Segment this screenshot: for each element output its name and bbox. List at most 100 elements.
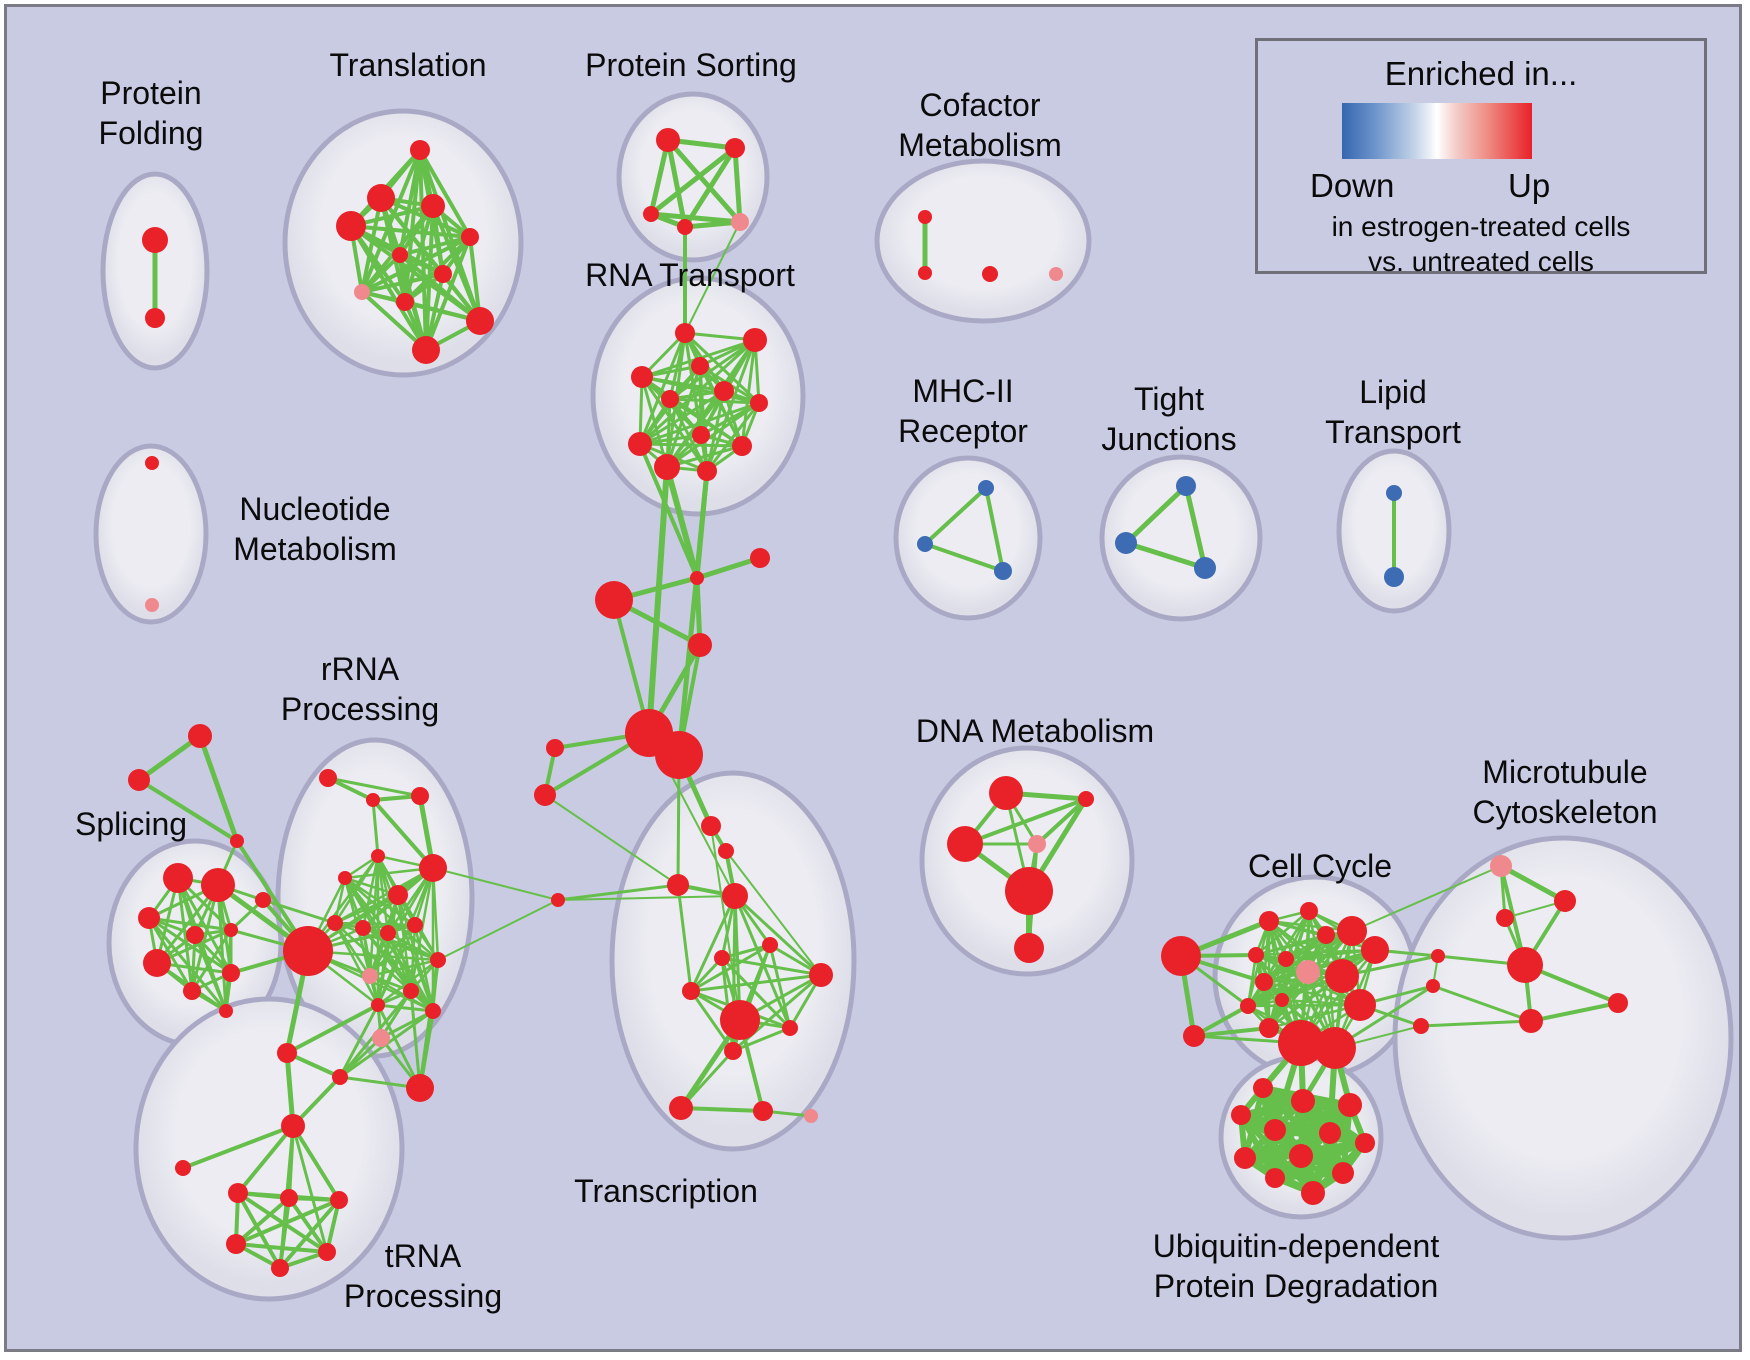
node-tx13 bbox=[753, 1101, 773, 1121]
node-tr11 bbox=[412, 336, 440, 364]
node-rt10 bbox=[732, 436, 752, 456]
edge-rr7-rr8 bbox=[333, 866, 435, 925]
node-gc1 bbox=[1278, 1020, 1324, 1066]
node-sp6 bbox=[143, 949, 171, 977]
node-nm1 bbox=[145, 456, 159, 470]
node-rl1 bbox=[277, 1043, 297, 1063]
node-pf1 bbox=[142, 227, 168, 253]
node-cc12 bbox=[1240, 998, 1256, 1014]
edge-tx3-tx8 bbox=[676, 883, 693, 993]
node-sp8 bbox=[222, 964, 240, 982]
node-tr8 bbox=[354, 284, 370, 300]
node-rr7 bbox=[419, 854, 447, 882]
node-ps5 bbox=[731, 213, 749, 231]
node-dm1 bbox=[989, 776, 1023, 810]
edge-rt1-rt9 bbox=[638, 331, 687, 446]
node-tx11 bbox=[724, 1042, 742, 1060]
node-rr16 bbox=[371, 998, 385, 1012]
edge-rr16-rl1 bbox=[285, 1003, 380, 1055]
node-rr2 bbox=[366, 793, 380, 807]
node-tr10 bbox=[466, 307, 494, 335]
nodes-layer bbox=[128, 128, 1628, 1277]
node-tx8 bbox=[682, 982, 700, 1000]
node-cf2 bbox=[918, 266, 932, 280]
edge-rr5-rr7 bbox=[343, 866, 435, 880]
edge-tr5-tr8 bbox=[360, 235, 472, 294]
legend-title: Enriched in... bbox=[1384, 55, 1578, 92]
node-cc2 bbox=[1300, 902, 1318, 920]
node-rt4 bbox=[631, 366, 653, 388]
node-rt7 bbox=[750, 394, 768, 412]
legend-subtitle: in estrogen-treated cells vs. untreated … bbox=[1258, 209, 1704, 279]
edge-rr7-rr12 bbox=[306, 866, 435, 953]
edge-tx1-tx9 bbox=[710, 825, 741, 1021]
node-dm3 bbox=[947, 826, 983, 862]
legend-gradient-bar bbox=[1342, 103, 1532, 159]
node-br4 bbox=[688, 633, 712, 657]
edge-rt2-rt5 bbox=[668, 338, 757, 401]
node-tn0 bbox=[281, 1114, 305, 1138]
node-tr7 bbox=[434, 265, 452, 283]
node-sp2 bbox=[201, 868, 235, 902]
edge-tr5-tr10 bbox=[468, 235, 482, 323]
node-mt5 bbox=[1431, 949, 1445, 963]
node-mt6 bbox=[1426, 979, 1440, 993]
node-rr1 bbox=[319, 769, 337, 787]
cluster-rna-transport-label: RNA Transport bbox=[585, 257, 795, 293]
edge-tx12-tx13 bbox=[679, 1106, 765, 1113]
edge-rr7-txc bbox=[432, 867, 559, 901]
cluster-protein-folding-label: Protein Folding bbox=[99, 75, 204, 151]
node-mh1 bbox=[978, 480, 994, 496]
edge-tx6-tx10 bbox=[768, 943, 792, 1030]
node-tnL bbox=[175, 1160, 191, 1176]
node-ub11 bbox=[1332, 1162, 1354, 1184]
edge-rt7-rt9 bbox=[638, 401, 761, 446]
node-ub12 bbox=[1301, 1181, 1325, 1205]
cluster-microtubule-cytoskeleton-ellipse bbox=[1392, 835, 1734, 1241]
cluster-cofactor-metabolism-ellipse bbox=[874, 158, 1092, 324]
node-mt2 bbox=[1554, 890, 1576, 912]
edge-co2-cc14 bbox=[1192, 1026, 1271, 1038]
node-cc1 bbox=[1259, 911, 1279, 931]
node-lp2 bbox=[1384, 567, 1404, 587]
node-mt9 bbox=[1413, 1018, 1429, 1034]
node-rl2 bbox=[332, 1069, 348, 1085]
node-cc7 bbox=[1278, 951, 1294, 967]
node-tr6 bbox=[392, 247, 408, 263]
node-rt6 bbox=[714, 381, 734, 401]
edge-sp4-sp9 bbox=[193, 933, 228, 1013]
edge-cc2-cc6 bbox=[1254, 909, 1311, 957]
edge-cc5-cc7 bbox=[1284, 948, 1377, 961]
node-rt5 bbox=[661, 390, 679, 408]
edge-txc-tx4 bbox=[557, 895, 736, 901]
node-mt7 bbox=[1519, 1009, 1543, 1033]
enrichment-map-figure: Protein Folding Translation Protein Sorting… bbox=[4, 4, 1742, 1352]
node-tx9 bbox=[720, 1000, 760, 1040]
node-ps4 bbox=[677, 219, 693, 235]
edge-rr10-rr16 bbox=[376, 931, 390, 1007]
edge-rt2-rt10 bbox=[740, 338, 757, 448]
node-gc2 bbox=[1314, 1027, 1356, 1069]
edge-ps2-ps3 bbox=[648, 145, 738, 217]
cluster-lipid-transport-label: Lipid Transport bbox=[1325, 374, 1461, 450]
edge-mt6-mt7 bbox=[1431, 984, 1533, 1023]
node-ot3 bbox=[230, 834, 244, 848]
cluster-protein-sorting-ellipse bbox=[616, 91, 770, 263]
edge-txc-tx3 bbox=[556, 883, 680, 902]
node-cc11 bbox=[1344, 989, 1376, 1021]
node-mt8 bbox=[1608, 993, 1628, 1013]
node-mh2 bbox=[917, 536, 933, 552]
cluster-mhc-ii-receptor-ellipse bbox=[893, 455, 1043, 621]
edge-rt11-gt1 bbox=[646, 464, 670, 736]
node-tn3 bbox=[330, 1191, 348, 1209]
edge-mt7-mt8 bbox=[1529, 1001, 1620, 1023]
edge-cc6-cc12 bbox=[1246, 953, 1258, 1008]
edge-rt4-rt7 bbox=[640, 375, 761, 405]
edge-sp3-sp9 bbox=[147, 916, 228, 1013]
edge-rl1-tn0 bbox=[284, 1050, 296, 1129]
edge-cc9-cc11 bbox=[1262, 980, 1362, 1007]
legend-box: Enriched in... Down Up in estrogen-treat… bbox=[1255, 38, 1707, 277]
cluster-transcription-label: Transcription bbox=[574, 1173, 758, 1209]
edge-ps1-ps3 bbox=[648, 137, 671, 217]
cluster-microtubule-cytoskeleton-label: Microtubule Cytoskeleton bbox=[1473, 754, 1658, 830]
